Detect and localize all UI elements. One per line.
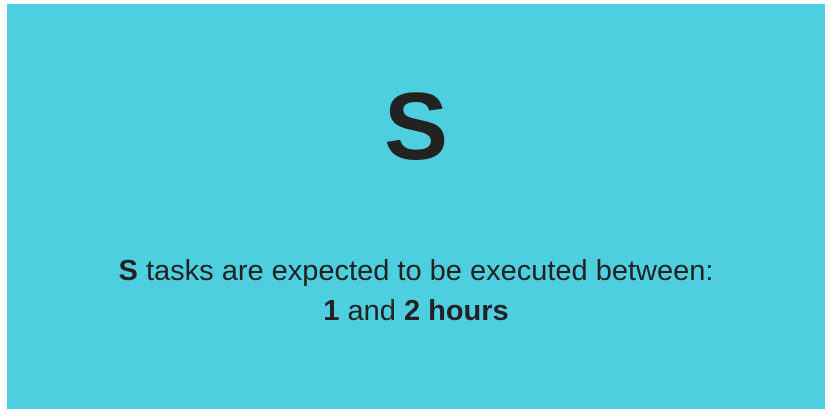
- size-description: S tasks are expected to be executed betw…: [7, 251, 825, 331]
- description-size-code: S: [118, 255, 138, 287]
- description-text: tasks are expected to be executed betwee…: [137, 255, 714, 287]
- range-joiner: and: [339, 295, 404, 327]
- task-size-card: S S tasks are expected to be executed be…: [7, 4, 825, 409]
- range-min-value: 1: [323, 295, 340, 327]
- range-max-value: 2 hours: [403, 295, 509, 327]
- size-code-heading: S: [383, 73, 449, 180]
